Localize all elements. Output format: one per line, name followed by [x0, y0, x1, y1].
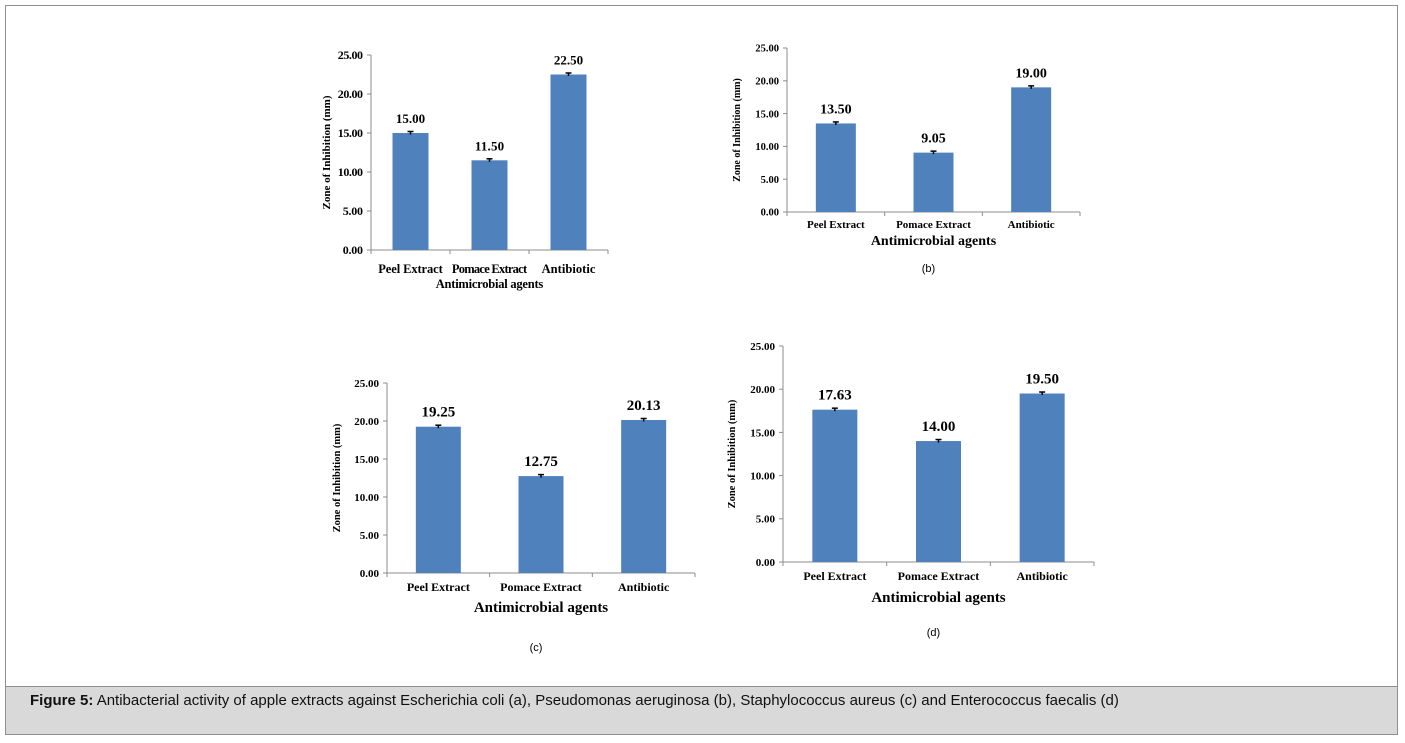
x-category-label: Antibiotic: [1008, 219, 1055, 231]
x-category-label: Antibiotic: [618, 580, 670, 594]
y-tick-label: 15.00: [755, 109, 779, 120]
y-tick-label: 25.00: [354, 378, 379, 390]
y-tick-label: 5.00: [343, 204, 363, 218]
bar-peel-extract: [812, 409, 858, 562]
y-axis-title: Zone of Inhibition (mm): [332, 423, 343, 532]
x-category-label: Peel Extract: [807, 219, 865, 231]
y-tick-label: 0.00: [343, 243, 363, 257]
data-label: 19.25: [421, 405, 455, 421]
y-tick-label: 25.00: [338, 48, 363, 62]
y-tick-label: 5.00: [761, 175, 779, 186]
data-label: 19.50: [1025, 372, 1059, 388]
data-label: 19.00: [1015, 66, 1047, 81]
y-tick-label: 20.00: [755, 76, 779, 87]
y-tick-label: 10.00: [750, 470, 775, 482]
y-tick-label: 0.00: [360, 568, 380, 580]
chart-panels: 0.00 5.00 10.00 15.00 20.00 25.00 15.00 Peel Ex…: [321, 44, 1095, 654]
chart-panel-2: 0.00 5.00 10.00 15.00 20.00 25.00 13.50 Peel Ex…: [732, 44, 1081, 275]
chart-panel-1: 0.00 5.00 10.00 15.00 20.00 25.00 15.00 Peel Ex…: [321, 48, 609, 291]
x-category-label: Pomace Extract: [898, 569, 980, 583]
data-label: 14.00: [922, 419, 956, 435]
data-label: 15.00: [396, 111, 425, 126]
y-tick-label: 10.00: [755, 142, 779, 153]
bar-peel-extract: [392, 133, 429, 250]
y-tick-label: 0.00: [761, 208, 779, 219]
chart-panel-3: 0.00 5.00 10.00 15.00 20.00 25.00 19.25 Peel Ex…: [332, 378, 696, 654]
y-tick-label: 25.00: [750, 341, 775, 353]
y-axis-title: Zone of Inhibition (mm): [732, 78, 743, 182]
bar-antibiotic: [550, 74, 587, 250]
figure-caption: Figure 5: Antibacterial activity of appl…: [6, 686, 1397, 734]
data-label: 20.13: [627, 398, 661, 414]
x-category-label: Pomace Extract: [896, 219, 971, 231]
y-axis-title: Zone of Inhibition (mm): [727, 399, 738, 508]
y-tick-label: 20.00: [338, 87, 363, 101]
bar-antibiotic: [1011, 87, 1052, 212]
y-tick-label: 10.00: [354, 492, 379, 504]
y-tick-label: 5.00: [360, 530, 380, 542]
y-tick-label: 10.00: [338, 165, 363, 179]
x-category-label: Pomace Extract: [500, 580, 582, 594]
y-tick-label: 15.00: [338, 126, 363, 140]
x-category-label: Peel Extract: [407, 580, 470, 594]
y-axis-title: Zone of Inhibition (mm): [321, 95, 333, 209]
y-tick-label: 25.00: [755, 44, 779, 55]
y-tick-label: 20.00: [354, 416, 379, 428]
panel-label: (c): [530, 642, 543, 654]
caption-label: Figure 5:: [30, 692, 94, 709]
panel-label: (b): [922, 263, 935, 275]
x-axis-title: Antimicrobial agents: [871, 590, 1005, 606]
x-category-label: Antibiotic: [1016, 569, 1068, 583]
x-axis-title: Antimicrobial agents: [436, 277, 544, 291]
x-category-label: Peel Extract: [378, 262, 443, 276]
bar-peel-extract: [415, 426, 461, 573]
bar-antibiotic: [1019, 393, 1065, 562]
chart-panel-4: 0.00 5.00 10.00 15.00 20.00 25.00 17.63 Peel Ex…: [727, 341, 1095, 639]
caption-text: Antibacterial activity of apple extracts…: [96, 692, 1119, 709]
y-tick-label: 20.00: [750, 384, 775, 396]
y-tick-label: 15.00: [750, 427, 775, 439]
data-label: 13.50: [820, 102, 852, 117]
x-axis-title: Antimicrobial agents: [871, 234, 997, 249]
panel-label: (d): [927, 627, 940, 639]
bar-pomace-extract: [471, 160, 508, 250]
y-tick-label: 15.00: [354, 454, 379, 466]
data-label: 9.05: [921, 132, 946, 147]
x-axis-title: Antimicrobial agents: [474, 600, 608, 616]
figure-frame: [5, 5, 1398, 735]
x-category-label: Antibiotic: [542, 262, 596, 276]
bar-antibiotic: [621, 420, 667, 573]
bar-pomace-extract: [913, 152, 954, 212]
bar-peel-extract: [815, 123, 856, 212]
x-category-label: Peel Extract: [803, 569, 866, 583]
data-label: 12.75: [524, 454, 558, 470]
bar-pomace-extract: [916, 441, 961, 562]
bar-pomace-extract: [518, 476, 564, 573]
data-label: 22.50: [554, 53, 583, 68]
x-category-label: Pomace Extract: [452, 262, 528, 276]
y-tick-label: 0.00: [756, 557, 776, 569]
y-tick-label: 5.00: [756, 514, 776, 526]
data-label: 17.63: [818, 388, 852, 404]
data-label: 11.50: [475, 138, 504, 153]
